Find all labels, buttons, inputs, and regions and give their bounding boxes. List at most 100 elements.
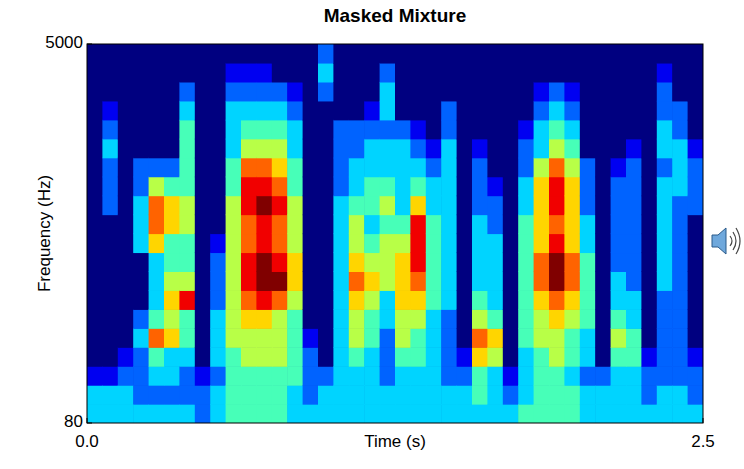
heat-cell bbox=[380, 290, 396, 310]
heat-cell bbox=[272, 120, 288, 140]
heat-cell bbox=[626, 309, 642, 329]
heat-cell bbox=[318, 234, 334, 254]
heat-cell bbox=[410, 101, 426, 121]
heat-cell bbox=[457, 252, 473, 272]
heat-cell bbox=[195, 252, 211, 272]
heat-cell bbox=[472, 252, 488, 272]
heat-cell bbox=[195, 234, 211, 254]
heat-cell bbox=[487, 328, 503, 348]
heat-cell bbox=[564, 158, 580, 178]
heat-cell bbox=[595, 366, 611, 386]
heat-cell bbox=[287, 177, 303, 197]
heat-cell bbox=[380, 63, 396, 83]
heat-cell bbox=[349, 120, 365, 140]
heat-cell bbox=[395, 177, 411, 197]
y-axis-title: Frequency (Hz) bbox=[35, 175, 54, 292]
heat-cell bbox=[580, 177, 596, 197]
heat-cell bbox=[149, 177, 165, 197]
heat-cell bbox=[256, 63, 272, 83]
heat-cell bbox=[118, 290, 134, 310]
heat-cell bbox=[87, 44, 103, 64]
heat-cell bbox=[226, 101, 242, 121]
heat-cell bbox=[210, 309, 226, 329]
heat-cell bbox=[226, 366, 242, 386]
heat-cell bbox=[534, 271, 550, 291]
heat-cell bbox=[349, 309, 365, 329]
y-tick-label: 5000 bbox=[45, 33, 83, 52]
heat-cell bbox=[380, 366, 396, 386]
heat-cell bbox=[626, 196, 642, 216]
heat-cell bbox=[657, 44, 673, 64]
heat-cell bbox=[256, 328, 272, 348]
heat-cell bbox=[318, 385, 334, 405]
heat-cell bbox=[149, 139, 165, 159]
heat-cell bbox=[688, 139, 703, 159]
heat-cell bbox=[118, 139, 134, 159]
heat-cell bbox=[503, 82, 519, 102]
heat-cell bbox=[164, 328, 180, 348]
heat-cell bbox=[318, 158, 334, 178]
heat-cell bbox=[611, 328, 627, 348]
heat-cell bbox=[133, 101, 149, 121]
heat-cell bbox=[364, 44, 380, 64]
heat-cell bbox=[241, 404, 257, 423]
heat-cell bbox=[272, 44, 288, 64]
heat-cell bbox=[272, 63, 288, 83]
heat-cell bbox=[179, 271, 195, 291]
heat-cell bbox=[333, 44, 349, 64]
heat-cell bbox=[149, 404, 165, 423]
heat-cell bbox=[210, 234, 226, 254]
heat-cell bbox=[457, 328, 473, 348]
heat-cell bbox=[149, 120, 165, 140]
heat-cell bbox=[472, 215, 488, 235]
heat-cell bbox=[564, 385, 580, 405]
heat-cell bbox=[179, 215, 195, 235]
heat-cell bbox=[688, 177, 703, 197]
heat-cell bbox=[164, 215, 180, 235]
heat-cell bbox=[241, 309, 257, 329]
heat-cell bbox=[164, 158, 180, 178]
heat-cell bbox=[256, 404, 272, 423]
heat-cell bbox=[534, 139, 550, 159]
title: Masked Mixture bbox=[324, 5, 467, 26]
heat-cell bbox=[349, 347, 365, 367]
speaker-icon[interactable] bbox=[712, 228, 740, 254]
heat-cell bbox=[164, 404, 180, 423]
heat-cell bbox=[210, 177, 226, 197]
heat-cell bbox=[410, 347, 426, 367]
heat-cell bbox=[688, 82, 703, 102]
heat-cell bbox=[657, 63, 673, 83]
heat-cell bbox=[349, 82, 365, 102]
heat-cell bbox=[595, 328, 611, 348]
heat-cell bbox=[441, 120, 457, 140]
heat-cell bbox=[333, 139, 349, 159]
heat-cell bbox=[580, 234, 596, 254]
heat-cell bbox=[611, 44, 627, 64]
heat-cell bbox=[118, 404, 134, 423]
heat-cell bbox=[303, 120, 319, 140]
heat-cell bbox=[102, 44, 118, 64]
heat-cell bbox=[626, 290, 642, 310]
heat-cell bbox=[487, 366, 503, 386]
heat-cell bbox=[487, 271, 503, 291]
heat-cell bbox=[611, 290, 627, 310]
heat-cell bbox=[102, 63, 118, 83]
heat-cell bbox=[179, 177, 195, 197]
heat-cell bbox=[626, 385, 642, 405]
heat-cell bbox=[118, 158, 134, 178]
heat-cell bbox=[318, 347, 334, 367]
heat-cell bbox=[118, 328, 134, 348]
heat-cell bbox=[426, 252, 442, 272]
heat-cell bbox=[318, 309, 334, 329]
heat-cell bbox=[457, 366, 473, 386]
heat-cell bbox=[672, 196, 688, 216]
heat-cell bbox=[611, 234, 627, 254]
heat-cell bbox=[226, 158, 242, 178]
heat-cell bbox=[87, 385, 103, 405]
heat-cell bbox=[364, 404, 380, 423]
plot-frame bbox=[87, 44, 703, 423]
heat-cell bbox=[349, 366, 365, 386]
heat-cell bbox=[349, 139, 365, 159]
heat-cell bbox=[641, 385, 657, 405]
heat-cell bbox=[149, 328, 165, 348]
